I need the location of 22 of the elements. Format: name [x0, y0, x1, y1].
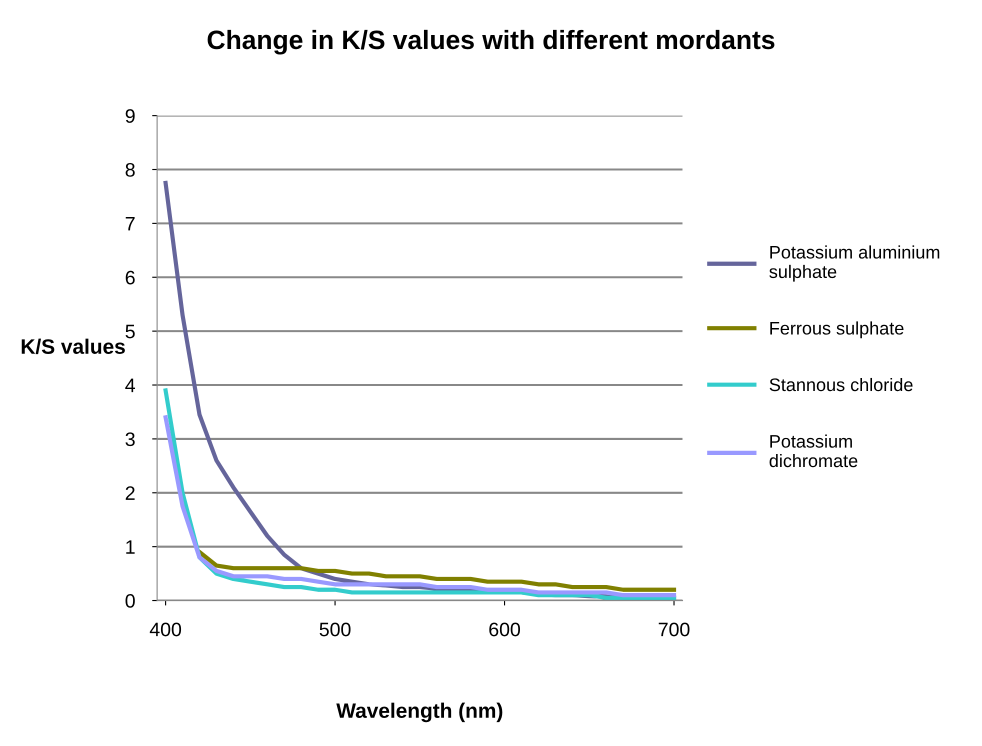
y-tick-label: 5 [126, 324, 135, 338]
legend-label: Ferrous sulphate [770, 321, 904, 338]
x-tick-label: 500 [320, 622, 351, 636]
x-tick-label: 700 [658, 622, 690, 636]
y-tick-label: 3 [126, 432, 135, 446]
x-axis-title: Wavelength (nm) [336, 702, 502, 722]
x-tick-label: 600 [489, 622, 520, 636]
y-tick-label: 8 [126, 162, 135, 177]
x-tick-label: 400 [150, 622, 182, 636]
y-tick-label: 0 [126, 594, 135, 608]
chart-title: Change in K/S values with different mordants [208, 30, 774, 55]
y-tick-label: 4 [125, 378, 136, 392]
legend-label: Potassium dichromate [770, 434, 858, 468]
y-tick-label: 7 [126, 217, 135, 230]
legend-label: Stannous chloride [770, 378, 913, 392]
y-tick-label: 2 [126, 486, 135, 500]
y-tick-label: 6 [126, 270, 135, 284]
line-series [197, 550, 676, 592]
legend-label: Potassium aluminium sulphate [769, 245, 940, 282]
y-tick-label: 1 [126, 540, 135, 554]
y-tick-label: 9 [126, 109, 135, 123]
y-axis-title: K/S values [22, 338, 125, 354]
